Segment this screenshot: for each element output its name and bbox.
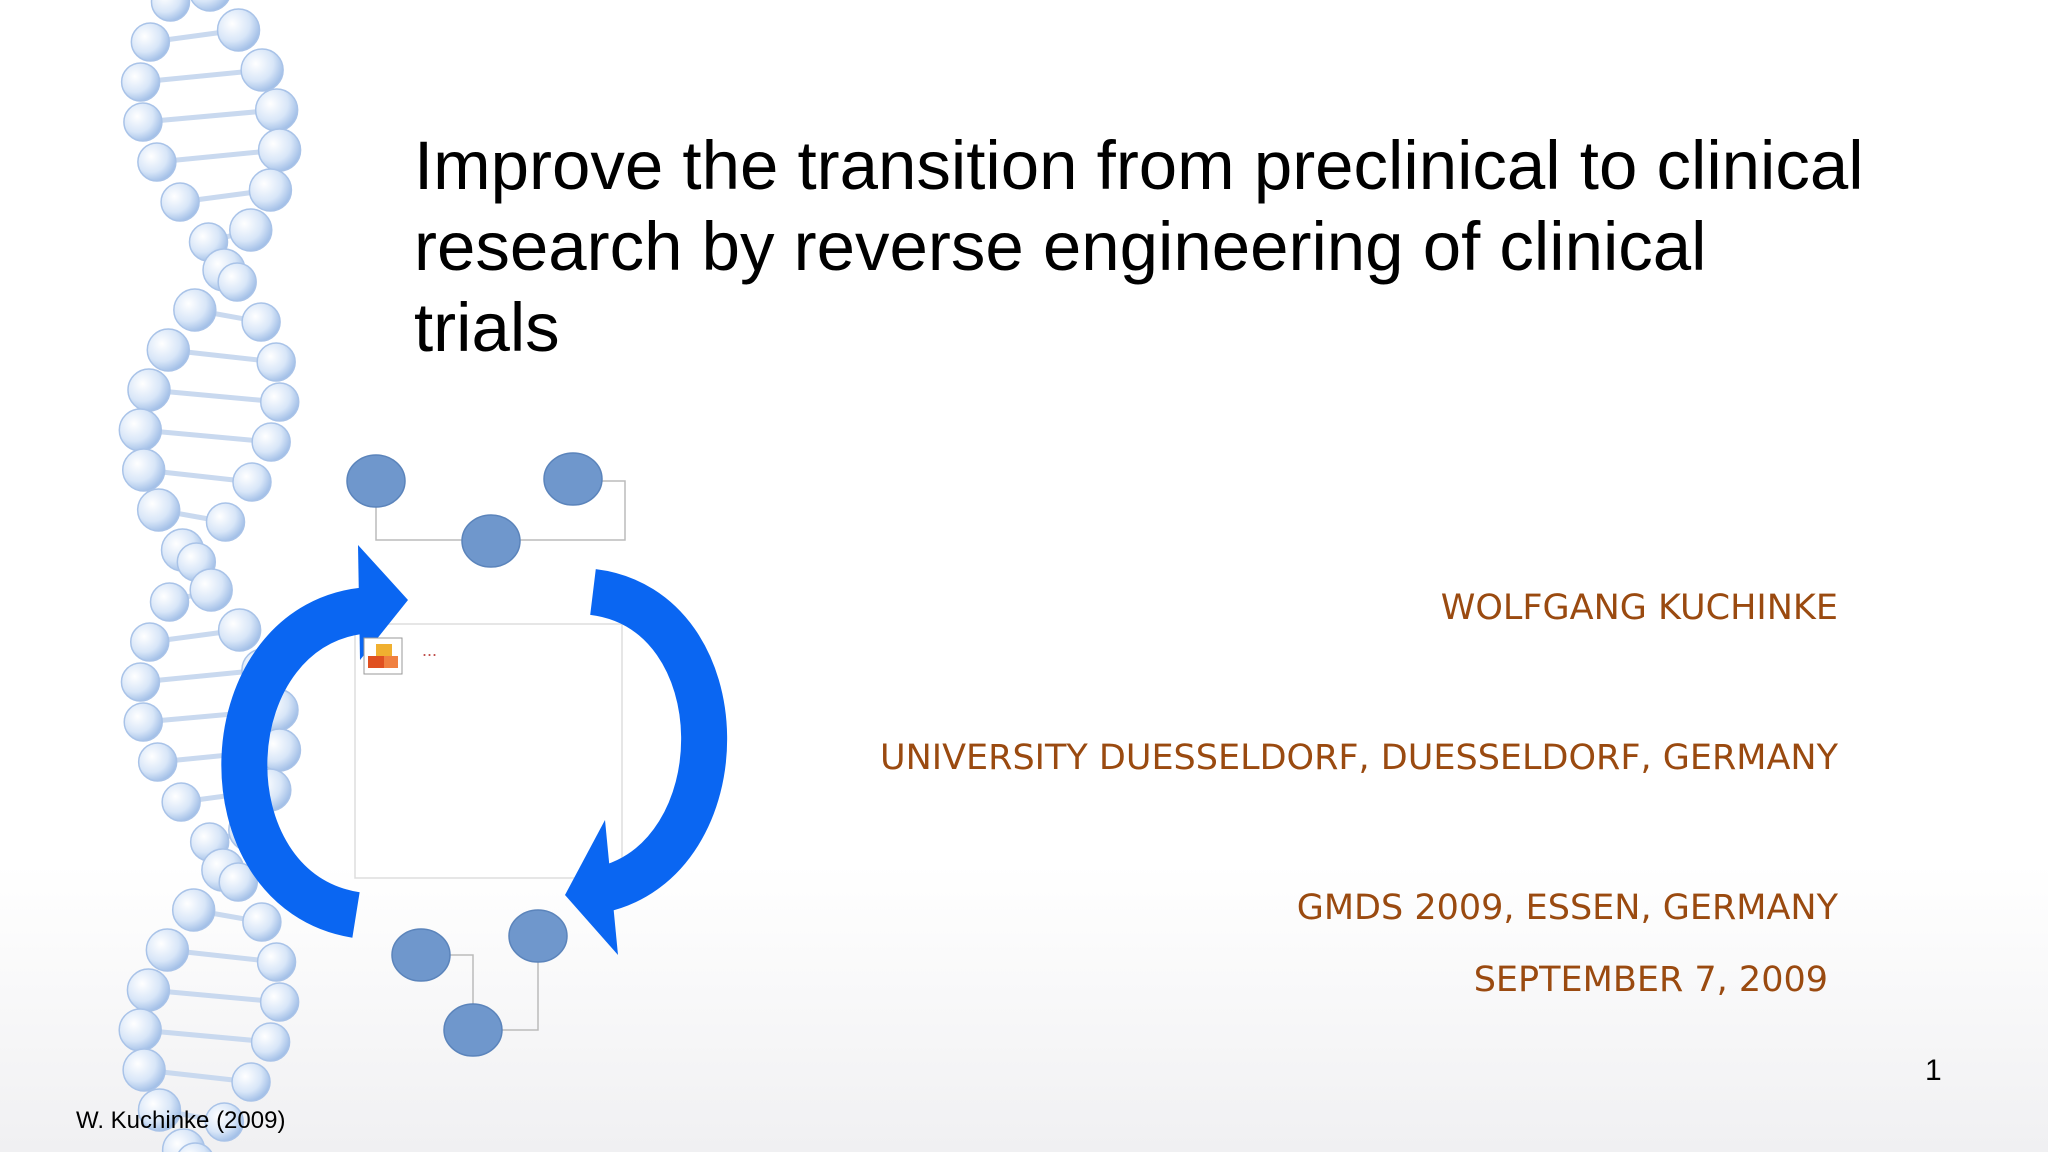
dna-part: [130, 22, 171, 62]
dna-part: [127, 368, 171, 412]
dna-part: [148, 387, 280, 405]
dna-part: [139, 1027, 271, 1045]
dna-part: [257, 128, 302, 172]
node: [346, 454, 406, 508]
node: [461, 514, 521, 568]
dna-part: [118, 408, 163, 452]
node: [443, 1003, 503, 1057]
dna-part: [259, 982, 300, 1022]
slide-title: Improve the transition from preclinical …: [414, 127, 1864, 366]
dna-part: [120, 662, 161, 702]
nodes: [346, 452, 603, 1057]
dna-part: [217, 608, 262, 652]
dna-part: [137, 1088, 182, 1132]
page-number: 1: [1925, 1054, 1942, 1087]
placeholder-text: ...: [422, 640, 438, 660]
dna-part: [121, 448, 166, 492]
arrow-head: [358, 545, 408, 660]
dna-part: [136, 488, 181, 532]
cycle-arrow: [589, 569, 728, 913]
dna-part: [173, 288, 217, 332]
dna-part: [123, 702, 164, 742]
dna-part: [259, 382, 300, 422]
dna-part: [129, 622, 170, 662]
node: [508, 909, 568, 963]
date: SEPTEMBER 7, 2009: [1473, 960, 1828, 1000]
event: GMDS 2009, ESSEN, GERMANY: [1296, 888, 1838, 928]
dna-part: [240, 48, 284, 92]
dna-part: [149, 582, 190, 622]
dna-part: [256, 942, 297, 982]
dna-helix: [118, 0, 302, 1152]
dna-part: [161, 782, 201, 822]
dna-part: [178, 1142, 213, 1152]
dna-part: [142, 107, 277, 125]
dna-part: [123, 102, 163, 142]
footer: W. Kuchinke (2009): [76, 1107, 286, 1134]
dna-part: [241, 302, 281, 342]
dna-part: [137, 742, 178, 782]
dna-part: [229, 208, 273, 252]
affiliation: UNIVERSITY DUESSELDORF, DUESSELDORF, GER…: [879, 738, 1838, 778]
dna-part: [145, 928, 190, 972]
author: WOLFGANG KUCHINKE: [1440, 588, 1838, 628]
dna-part: [205, 502, 246, 542]
dna-part: [190, 0, 230, 12]
node: [543, 452, 603, 506]
arrow-head: [565, 820, 618, 955]
dna-part: [189, 568, 233, 612]
dna-part: [256, 342, 296, 382]
dna-part: [160, 182, 200, 222]
cycle-arrow: [221, 587, 373, 938]
dna-part: [126, 968, 171, 1012]
dna-part: [232, 462, 272, 502]
dna-part: [218, 862, 258, 902]
dna-part: [217, 262, 257, 302]
dna-part: [140, 427, 272, 445]
dna-part: [146, 328, 191, 372]
dna-part: [204, 1102, 245, 1142]
dna-part: [150, 0, 191, 22]
dna-part: [248, 168, 293, 212]
dna-part: [242, 902, 282, 942]
dna-part: [216, 8, 261, 52]
dna-part: [171, 888, 216, 932]
connector: [375, 480, 626, 541]
dna-part: [137, 142, 177, 182]
dna-part: [251, 422, 291, 462]
dna-part: [148, 987, 280, 1005]
icon: [363, 637, 403, 675]
dna-part: [118, 1008, 162, 1052]
dna-part: [250, 1022, 291, 1062]
dna-part: [254, 88, 299, 132]
dna-part: [120, 62, 161, 102]
dna-part: [122, 1048, 166, 1092]
node: [391, 928, 451, 982]
dna-part: [231, 1062, 271, 1102]
